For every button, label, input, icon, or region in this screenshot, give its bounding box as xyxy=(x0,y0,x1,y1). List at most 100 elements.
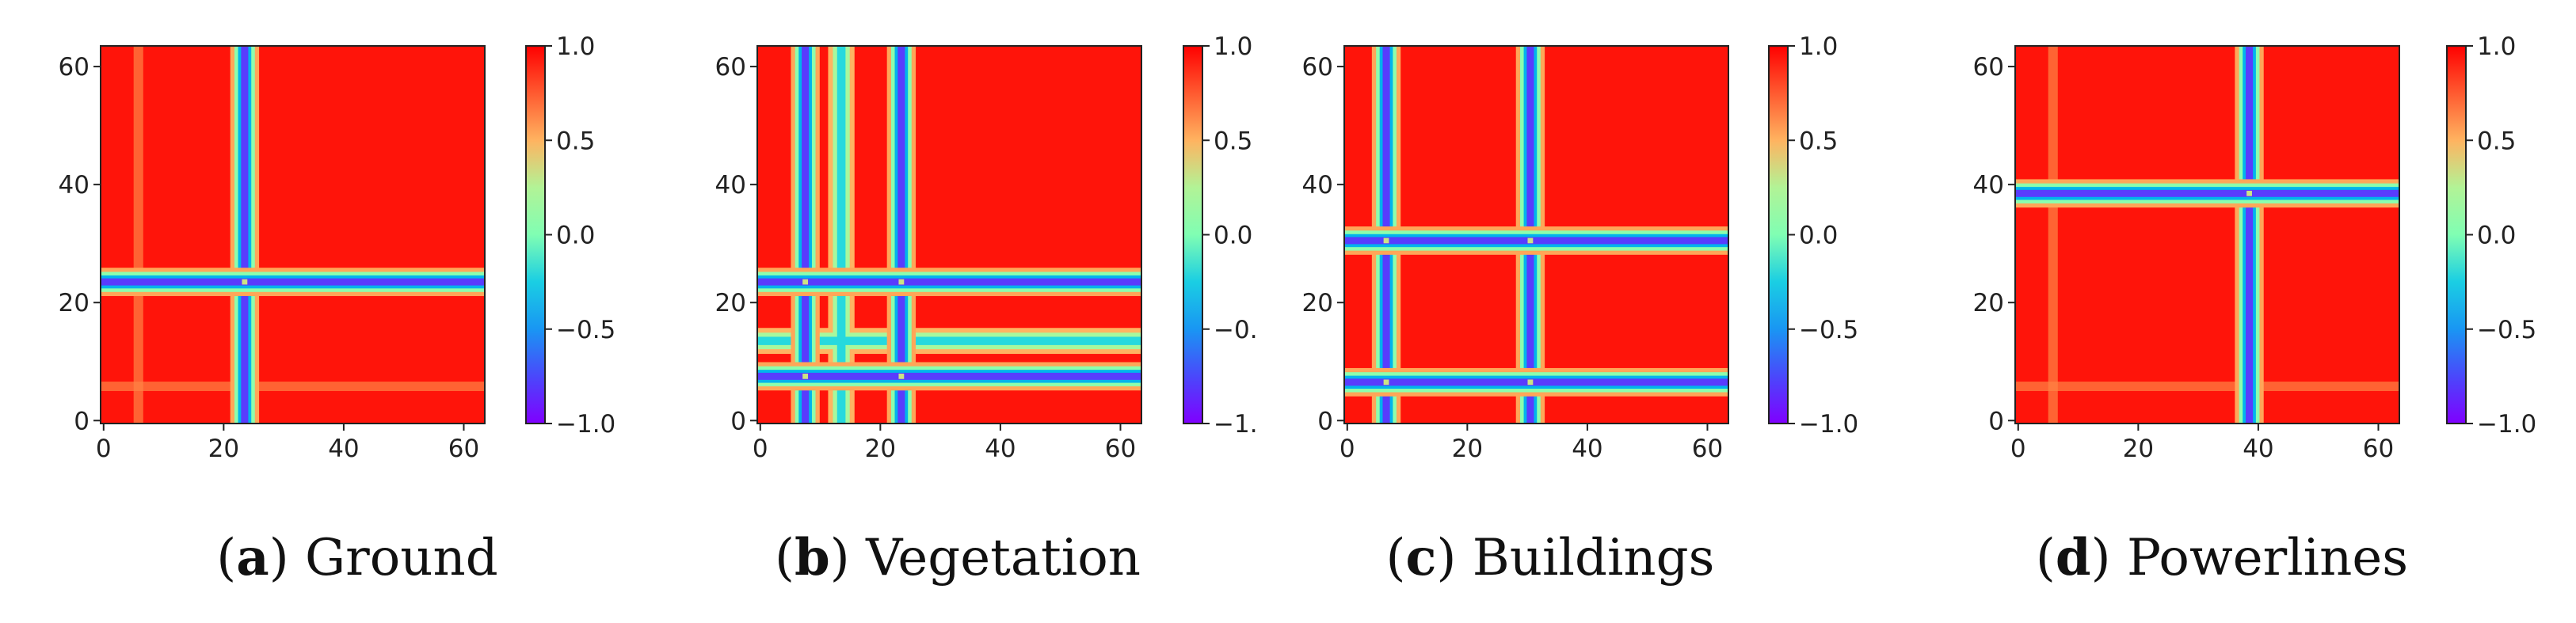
intersection-cell xyxy=(802,279,809,285)
y-tick-label: 0 xyxy=(74,407,90,435)
panel-vegetation: 0 20 40 60 0 20 40 60 1.0 0.5 0.0 −0. −1. (b) Vege… xyxy=(715,32,1258,587)
y-tick-label: 60 xyxy=(1973,53,2004,82)
caption-powerlines: (d) Powerlines xyxy=(2036,528,2408,587)
x-tick-label: 40 xyxy=(2243,435,2273,463)
caption-name: Ground xyxy=(305,529,498,587)
intersection-cell xyxy=(242,279,248,285)
y-axis-ticks: 0 20 40 60 xyxy=(59,53,101,435)
low-row-band xyxy=(1344,378,1728,386)
y-tick-label: 20 xyxy=(1302,289,1333,317)
caption-vegetation: (b) Vegetation xyxy=(775,528,1141,587)
colorbar-tick-label: 1.0 xyxy=(556,32,595,61)
intersection-cell xyxy=(1527,379,1534,386)
x-tick-label: 20 xyxy=(2123,435,2154,463)
heatmap-frame xyxy=(756,45,1142,424)
faint-column-band xyxy=(133,46,143,424)
heatmap-buildings xyxy=(1344,46,1728,424)
heatmap-powerlines xyxy=(2015,46,2399,424)
x-tick-label: 0 xyxy=(96,435,112,463)
caption-letter: b xyxy=(795,528,830,587)
x-tick-label: 60 xyxy=(1692,435,1723,463)
x-tick-label: 20 xyxy=(865,435,896,463)
intersection-cell xyxy=(898,374,905,379)
mid-row-band xyxy=(757,336,1141,345)
heatmap-background xyxy=(757,46,1141,424)
low-column-band xyxy=(897,46,905,424)
colorbar-tick-label: −0. xyxy=(1214,316,1258,344)
intersection-cell xyxy=(1527,237,1534,244)
colorbar-tick-label: 0.0 xyxy=(1214,222,1252,250)
y-tick-label: 60 xyxy=(715,53,746,82)
colorbar-ticks: 1.0 0.5 0.0 −0. −1. xyxy=(1202,32,1258,439)
colorbar-ticks: 1.0 0.5 0.0 −0.5 −1.0 xyxy=(545,32,615,439)
colorbar-tick-label: −1. xyxy=(1214,410,1258,439)
heatmap-ground xyxy=(101,46,485,424)
faint-row-band xyxy=(101,382,485,392)
colorbar-tick-label: −0.5 xyxy=(556,316,615,344)
caption-name: Powerlines xyxy=(2127,529,2408,587)
colorbar-ticks: 1.0 0.5 0.0 −0.5 −1.0 xyxy=(1788,32,1858,439)
colorbar-tick-label: −1.0 xyxy=(2477,410,2536,439)
y-tick-label: 60 xyxy=(1302,53,1333,82)
low-column-band xyxy=(241,46,249,424)
y-axis-ticks: 0 20 40 60 xyxy=(1302,53,1344,435)
y-tick-label: 60 xyxy=(59,53,90,82)
heatmap-frame xyxy=(2014,45,2400,424)
y-tick-label: 20 xyxy=(715,289,746,317)
y-tick-label: 40 xyxy=(715,171,746,199)
low-column-band xyxy=(802,46,810,424)
colorbar xyxy=(2446,45,2467,424)
colorbar-tick-label: 0.5 xyxy=(556,127,595,155)
low-row-band xyxy=(101,278,485,286)
colorbar-tick-label: 0.0 xyxy=(2477,222,2516,250)
intersection-cell xyxy=(1383,379,1389,386)
caption-ground: (a) Ground xyxy=(216,528,497,587)
colorbar-tick-label: 1.0 xyxy=(1799,32,1838,61)
intersection-cell xyxy=(1383,237,1389,244)
x-axis-ticks: 0 20 40 60 xyxy=(2010,424,2394,463)
low-row-band xyxy=(757,372,1141,380)
panel-ground: 0 20 40 60 0 20 40 60 1.0 0.5 0.0 −0.5 −1.0 (a) Gr… xyxy=(59,32,616,587)
y-axis-ticks: 0 20 40 60 xyxy=(715,53,757,435)
colorbar-tick-label: 0.5 xyxy=(2477,127,2516,155)
intersection-cell xyxy=(898,279,905,285)
colorbar-tick-label: 0.5 xyxy=(1799,127,1838,155)
faint-row-band xyxy=(2015,382,2399,392)
y-tick-label: 0 xyxy=(1988,407,2004,435)
x-tick-label: 20 xyxy=(1452,435,1483,463)
panel-powerlines: 0 20 40 60 0 20 40 60 1.0 0.5 0.0 −0.5 −1.0 (d) Po… xyxy=(1973,32,2537,587)
y-tick-label: 0 xyxy=(1317,407,1333,435)
low-row-band xyxy=(1344,237,1728,245)
colorbar-tick-label: −0.5 xyxy=(1799,316,1858,344)
colorbar-tick-label: 1.0 xyxy=(1214,32,1252,61)
x-tick-label: 20 xyxy=(208,435,239,463)
intersection-cell xyxy=(802,374,809,379)
x-tick-label: 0 xyxy=(2010,435,2026,463)
low-row-band xyxy=(757,278,1141,286)
low-column-band xyxy=(2246,46,2254,424)
x-tick-label: 60 xyxy=(448,435,479,463)
caption-letter: a xyxy=(236,528,269,587)
y-tick-label: 40 xyxy=(1302,171,1333,199)
y-tick-label: 40 xyxy=(59,171,90,199)
x-tick-label: 40 xyxy=(985,435,1016,463)
x-axis-ticks: 0 20 40 60 xyxy=(96,424,479,463)
faint-column-band xyxy=(2048,46,2058,424)
caption-name: Buildings xyxy=(1473,529,1715,587)
colorbar-tick-label: 0.0 xyxy=(556,222,595,250)
heatmap-background xyxy=(101,46,485,424)
y-tick-label: 20 xyxy=(1973,289,2004,317)
colorbar xyxy=(525,45,546,424)
caption-letter: d xyxy=(2056,528,2091,587)
x-tick-label: 60 xyxy=(2363,435,2394,463)
colorbar-tick-label: −1.0 xyxy=(556,410,615,439)
low-row-band xyxy=(2015,189,2399,197)
y-tick-label: 20 xyxy=(59,289,90,317)
x-tick-label: 0 xyxy=(1339,435,1355,463)
caption-letter: c xyxy=(1406,528,1437,587)
caption-name: Vegetation xyxy=(865,529,1141,587)
heatmap-background xyxy=(2015,46,2399,424)
heatmap-frame xyxy=(1343,45,1729,424)
x-axis-ticks: 0 20 40 60 xyxy=(753,424,1136,463)
y-axis-ticks: 0 20 40 60 xyxy=(1973,53,2015,435)
